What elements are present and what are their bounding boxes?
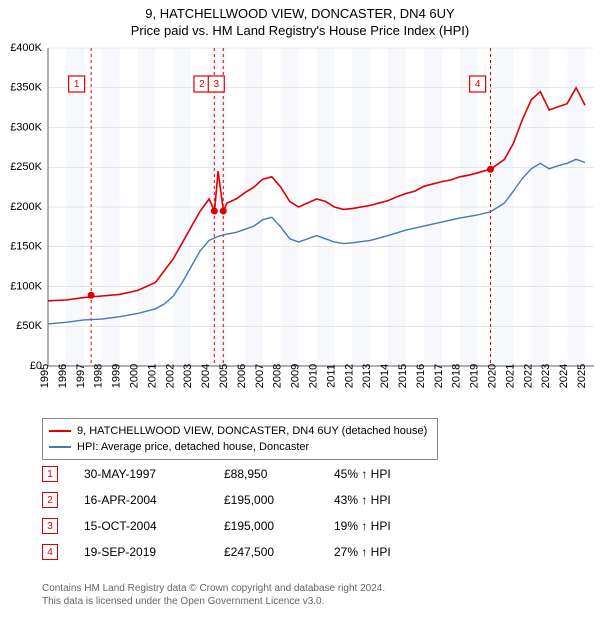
svg-text:2025: 2025 bbox=[576, 364, 588, 388]
legend-label-blue: HPI: Average price, detached house, Donc… bbox=[77, 439, 309, 455]
sale-marker-box: 4 bbox=[42, 544, 58, 560]
svg-text:1995: 1995 bbox=[39, 364, 51, 388]
svg-text:2019: 2019 bbox=[469, 364, 481, 388]
svg-text:2008: 2008 bbox=[272, 364, 284, 388]
svg-text:2005: 2005 bbox=[218, 364, 230, 388]
svg-text:£300K: £300K bbox=[10, 121, 42, 133]
svg-text:2003: 2003 bbox=[182, 364, 194, 388]
svg-text:2009: 2009 bbox=[290, 364, 302, 388]
sale-row: 2 16-APR-2004£195,00043% ↑ HPI bbox=[42, 492, 444, 508]
svg-text:2002: 2002 bbox=[164, 364, 176, 388]
svg-text:2023: 2023 bbox=[540, 364, 552, 388]
sales-table: 1 30-MAY-1997£88,95045% ↑ HPI 2 16-APR-2004… bbox=[42, 466, 444, 570]
svg-text:3: 3 bbox=[213, 79, 219, 90]
footer-attribution: Contains HM Land Registry data © Crown c… bbox=[42, 582, 385, 608]
sale-row: 3 15-OCT-2004£195,00019% ↑ HPI bbox=[42, 518, 444, 534]
legend-swatch-blue bbox=[49, 446, 71, 448]
title-line-2: Price paid vs. HM Land Registry's House … bbox=[0, 23, 600, 38]
svg-text:1: 1 bbox=[74, 79, 80, 90]
svg-text:2016: 2016 bbox=[415, 364, 427, 388]
sale-date: 15-OCT-2004 bbox=[84, 520, 224, 533]
sale-price: £195,000 bbox=[224, 494, 334, 507]
svg-text:2000: 2000 bbox=[129, 364, 141, 388]
svg-text:2006: 2006 bbox=[236, 364, 248, 388]
legend-item-hpi: HPI: Average price, detached house, Donc… bbox=[49, 439, 427, 455]
sale-delta: 27% ↑ HPI bbox=[334, 546, 444, 559]
svg-text:2017: 2017 bbox=[433, 364, 445, 388]
svg-text:2013: 2013 bbox=[361, 364, 373, 388]
svg-text:2001: 2001 bbox=[146, 364, 158, 388]
svg-text:2007: 2007 bbox=[254, 364, 266, 388]
svg-text:2020: 2020 bbox=[487, 364, 499, 388]
svg-text:1999: 1999 bbox=[111, 364, 123, 388]
svg-text:2011: 2011 bbox=[325, 364, 337, 388]
svg-text:£250K: £250K bbox=[10, 161, 42, 173]
svg-text:£200K: £200K bbox=[10, 201, 42, 213]
title-line-1: 9, HATCHELLWOOD VIEW, DONCASTER, DN4 6UY bbox=[0, 6, 600, 21]
sale-row: 4 19-SEP-2019£247,50027% ↑ HPI bbox=[42, 544, 444, 560]
svg-text:2021: 2021 bbox=[504, 364, 516, 388]
sale-date: 19-SEP-2019 bbox=[84, 546, 224, 559]
sale-delta: 19% ↑ HPI bbox=[334, 520, 444, 533]
svg-text:2015: 2015 bbox=[397, 364, 409, 388]
chart-area: £0£50K£100K£150K£200K£250K£300K£350K£400… bbox=[0, 42, 600, 412]
svg-text:2010: 2010 bbox=[308, 364, 320, 388]
footer-line-2: This data is licensed under the Open Gov… bbox=[42, 595, 385, 608]
sale-marker-box: 1 bbox=[42, 466, 58, 482]
svg-text:2014: 2014 bbox=[379, 364, 391, 388]
legend-label-red: 9, HATCHELLWOOD VIEW, DONCASTER, DN4 6UY… bbox=[77, 423, 427, 439]
sale-price: £247,500 bbox=[224, 546, 334, 559]
svg-text:4: 4 bbox=[475, 79, 481, 90]
sale-price: £195,000 bbox=[224, 520, 334, 533]
sale-marker-box: 3 bbox=[42, 518, 58, 534]
sale-delta: 43% ↑ HPI bbox=[334, 494, 444, 507]
svg-text:£150K: £150K bbox=[10, 241, 42, 253]
legend: 9, HATCHELLWOOD VIEW, DONCASTER, DN4 6UY… bbox=[42, 418, 438, 460]
sale-price: £88,950 bbox=[224, 468, 334, 481]
svg-text:2022: 2022 bbox=[522, 364, 534, 388]
sale-row: 1 30-MAY-1997£88,95045% ↑ HPI bbox=[42, 466, 444, 482]
sale-marker-box: 2 bbox=[42, 492, 58, 508]
svg-text:1997: 1997 bbox=[75, 364, 87, 388]
svg-text:2004: 2004 bbox=[200, 364, 212, 388]
chart-titles: 9, HATCHELLWOOD VIEW, DONCASTER, DN4 6UY… bbox=[0, 0, 600, 40]
svg-text:1998: 1998 bbox=[93, 364, 105, 388]
svg-text:2018: 2018 bbox=[451, 364, 463, 388]
svg-text:£100K: £100K bbox=[10, 280, 42, 292]
sale-delta: 45% ↑ HPI bbox=[334, 468, 444, 481]
footer-line-1: Contains HM Land Registry data © Crown c… bbox=[42, 582, 385, 595]
legend-item-property: 9, HATCHELLWOOD VIEW, DONCASTER, DN4 6UY… bbox=[49, 423, 427, 439]
sale-date: 30-MAY-1997 bbox=[84, 468, 224, 481]
legend-swatch-red bbox=[49, 430, 71, 432]
svg-text:1996: 1996 bbox=[57, 364, 69, 388]
svg-text:2: 2 bbox=[199, 79, 205, 90]
price-chart-svg: £0£50K£100K£150K£200K£250K£300K£350K£400… bbox=[0, 42, 600, 412]
svg-text:£400K: £400K bbox=[10, 42, 42, 54]
svg-text:£350K: £350K bbox=[10, 82, 42, 94]
svg-text:£50K: £50K bbox=[16, 320, 42, 332]
svg-text:2012: 2012 bbox=[343, 364, 355, 388]
sale-date: 16-APR-2004 bbox=[84, 494, 224, 507]
svg-text:2024: 2024 bbox=[558, 364, 570, 388]
